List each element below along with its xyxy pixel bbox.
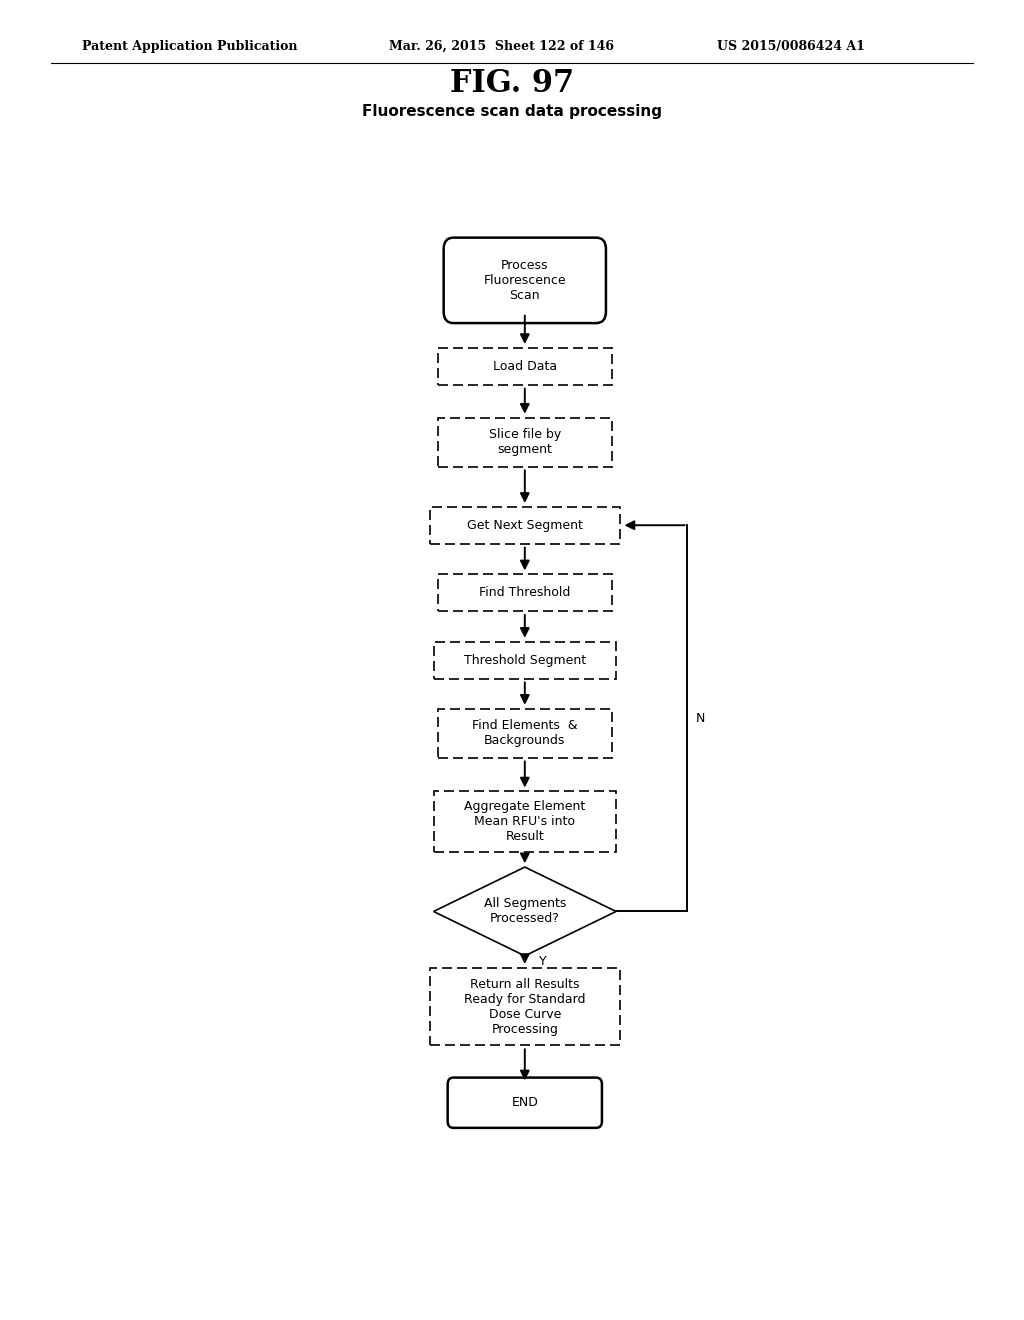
Text: Find Elements  &
Backgrounds: Find Elements & Backgrounds [472, 719, 578, 747]
FancyBboxPatch shape [447, 1077, 602, 1127]
Bar [430, 507, 621, 544]
Bar [430, 968, 621, 1045]
Text: FIG. 97: FIG. 97 [450, 69, 574, 99]
Text: Load Data: Load Data [493, 360, 557, 372]
Text: Patent Application Publication: Patent Application Publication [82, 40, 297, 53]
Text: N: N [695, 711, 705, 725]
Text: US 2015/0086424 A1: US 2015/0086424 A1 [717, 40, 864, 53]
FancyBboxPatch shape [443, 238, 606, 323]
Text: Process
Fluorescence
Scan: Process Fluorescence Scan [483, 259, 566, 302]
Text: Aggregate Element
Mean RFU's into
Result: Aggregate Element Mean RFU's into Result [464, 800, 586, 843]
Text: Slice file by
segment: Slice file by segment [488, 428, 561, 457]
Bar [433, 642, 616, 678]
Text: Mar. 26, 2015  Sheet 122 of 146: Mar. 26, 2015 Sheet 122 of 146 [389, 40, 614, 53]
Text: Y: Y [539, 956, 547, 969]
Text: END: END [511, 1096, 539, 1109]
Bar [437, 417, 612, 466]
Text: Return all Results
Ready for Standard
Dose Curve
Processing: Return all Results Ready for Standard Do… [464, 978, 586, 1036]
Polygon shape [433, 867, 616, 956]
Bar [437, 709, 612, 758]
Text: Get Next Segment: Get Next Segment [467, 519, 583, 532]
Bar [433, 792, 616, 853]
Text: Threshold Segment: Threshold Segment [464, 653, 586, 667]
Text: All Segments
Processed?: All Segments Processed? [483, 898, 566, 925]
Bar [437, 348, 612, 385]
Text: Find Threshold: Find Threshold [479, 586, 570, 599]
Bar [437, 574, 612, 611]
Text: Fluorescence scan data processing: Fluorescence scan data processing [362, 104, 662, 119]
